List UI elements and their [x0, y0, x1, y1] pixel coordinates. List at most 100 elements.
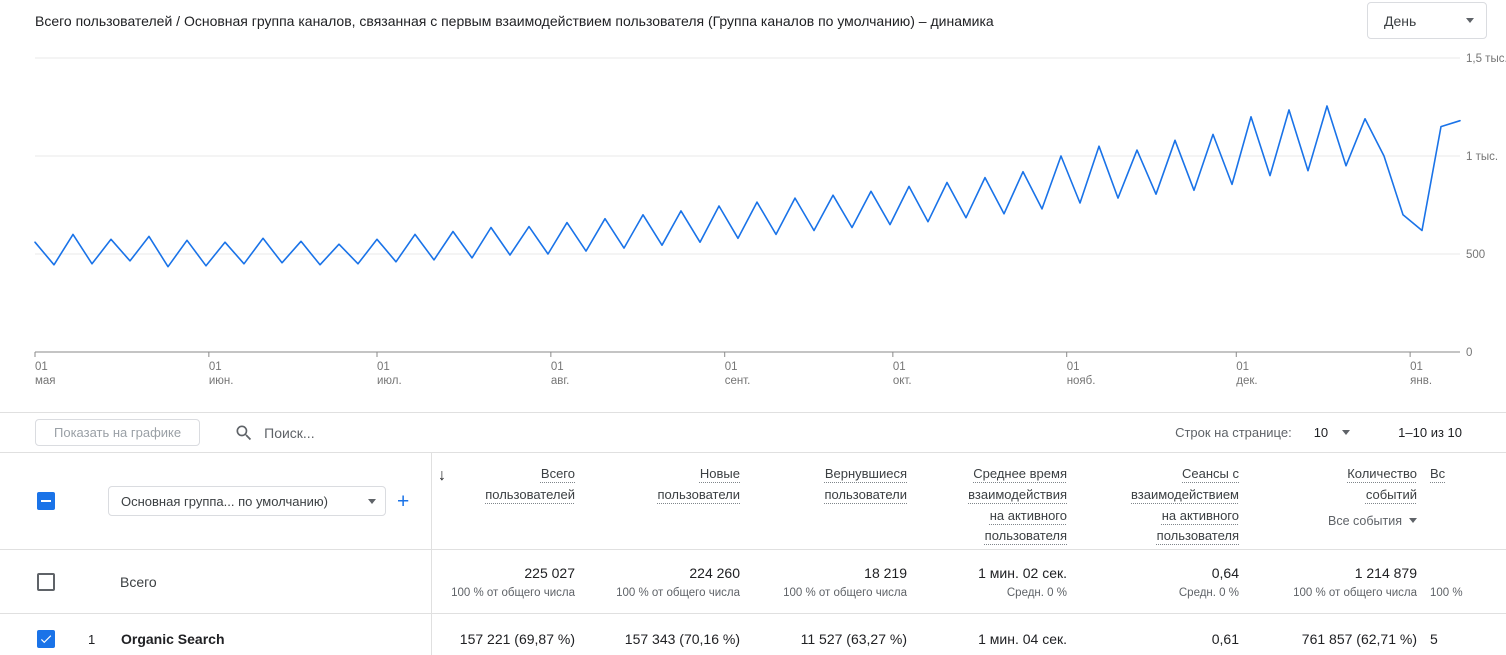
- column-header-label[interactable]: Новые пользователи: [657, 466, 740, 502]
- row-name-cell: 1 Organic Search: [0, 614, 432, 655]
- row-cell-5: 761 857 (62,71 %): [1247, 614, 1425, 655]
- x-tick-label: дек.: [1236, 375, 1257, 387]
- metric-column-header-4: Сеансы с взаимодействием на активного по…: [1075, 453, 1247, 549]
- totals-value: 18 219: [864, 564, 907, 581]
- totals-value: 1 214 879: [1354, 564, 1417, 581]
- totals-row: Всего 225 027 100 % от общего числа 224 26…: [0, 550, 1506, 614]
- y-tick-label: 500: [1466, 249, 1485, 261]
- chart-line: [34, 105, 1461, 268]
- totals-value: 224 260: [689, 564, 740, 581]
- x-tick-label: 01: [35, 361, 48, 373]
- totals-cell-3: 1 мин. 02 сек. Средн. 0 %: [915, 550, 1075, 613]
- partial-row-cell: 5: [1425, 614, 1506, 655]
- partial-row-value: 5: [1430, 631, 1438, 647]
- totals-label-cell: Всего: [0, 550, 432, 613]
- totals-cell-2: 18 219 100 % от общего числа: [748, 550, 915, 613]
- partial-totals-sub: 100 %: [1430, 586, 1463, 599]
- row-cell-value: 11 527 (63,27 %): [800, 631, 907, 647]
- totals-checkbox[interactable]: [37, 572, 55, 591]
- chevron-down-icon: [1466, 18, 1474, 23]
- add-dimension-button[interactable]: +: [397, 489, 410, 513]
- column-header-label[interactable]: Всего пользователей: [485, 466, 575, 502]
- row-cell-1: 157 343 (70,16 %): [583, 614, 748, 655]
- metric-column-header-1: Новые пользователи: [583, 453, 748, 549]
- x-tick-label: 01: [1067, 361, 1080, 373]
- column-header-label[interactable]: Вернувшиеся пользователи: [824, 466, 907, 502]
- totals-value: 1 мин. 02 сек.: [978, 564, 1067, 581]
- totals-label: Всего: [120, 573, 157, 590]
- rows-per-page-value: 10: [1313, 425, 1329, 440]
- totals-value: 225 027: [524, 564, 575, 581]
- dimension-header-cell: Основная группа... по умолчанию) +: [0, 453, 432, 549]
- granularity-select[interactable]: День: [1367, 2, 1487, 39]
- row-cell-4: 0,61: [1075, 614, 1247, 655]
- event-filter-dropdown[interactable]: Все события: [1328, 514, 1417, 528]
- chart-canvas: 1,5 тыс. 1 тыс. 500 0 01 мая 01 июн. 01 июл. 01 авг…: [34, 53, 1506, 387]
- row-checkbox-checked[interactable]: [37, 630, 55, 648]
- row-name: Organic Search: [121, 631, 225, 647]
- column-header-label[interactable]: Сеансы с взаимодействием на активного по…: [1131, 466, 1239, 544]
- totals-sub-value: Средн. 0 %: [1006, 586, 1067, 599]
- x-tick-label: 01: [1236, 361, 1249, 373]
- row-cell-value: 157 221 (69,87 %): [459, 631, 575, 647]
- dimension-dropdown-value: Основная группа... по умолчанию): [121, 493, 329, 509]
- dimension-dropdown[interactable]: Основная группа... по умолчанию): [108, 486, 386, 516]
- x-tick-label: июн.: [209, 375, 234, 387]
- row-cell-value: 0,61: [1211, 631, 1239, 647]
- partial-totals-cell: 100 %: [1425, 550, 1506, 613]
- sort-descending-icon[interactable]: ↓: [438, 467, 446, 484]
- metric-column-header-0: Всего пользователей: [432, 453, 583, 549]
- line-chart: 1,5 тыс. 1 тыс. 500 0 01 мая 01 июн. 01 июл. 01 авг…: [0, 45, 1506, 393]
- metric-headers: Всего пользователей Новые пользователи Вер…: [432, 453, 1425, 549]
- row-cell-3: 1 мин. 04 сек.: [915, 614, 1075, 655]
- column-header-partial[interactable]: Вс: [1430, 466, 1446, 481]
- x-tick-label: 01: [1410, 361, 1423, 373]
- granularity-value: День: [1384, 12, 1417, 29]
- page-title: Всего пользователей / Основная группа ка…: [35, 13, 994, 29]
- x-tick-label: 01: [377, 361, 390, 373]
- column-header-label[interactable]: Среднее время взаимодействия на активног…: [968, 466, 1067, 544]
- totals-value: 0,64: [1211, 564, 1239, 581]
- table-search[interactable]: [234, 423, 485, 443]
- rows-per-page-select[interactable]: 10: [1313, 425, 1351, 440]
- y-tick-label: 0: [1466, 347, 1472, 359]
- x-tick-label: 01: [893, 361, 906, 373]
- search-icon: [236, 425, 252, 440]
- row-cells: 157 221 (69,87 %) 157 343 (70,16 %) 11 527…: [432, 614, 1425, 655]
- totals-cell-0: 225 027 100 % от общего числа: [432, 550, 583, 613]
- chevron-down-icon: [368, 498, 376, 504]
- totals-sub-value: Средн. 0 %: [1178, 586, 1239, 599]
- totals-cell-5: 1 214 879 100 % от общего числа: [1247, 550, 1425, 613]
- x-tick-label: окт.: [893, 375, 912, 387]
- metric-column-header-3: Среднее время взаимодействия на активног…: [915, 453, 1075, 549]
- y-tick-label: 1,5 тыс.: [1466, 53, 1506, 65]
- x-tick-label: янв.: [1410, 375, 1432, 387]
- partial-column-header: Вс: [1425, 453, 1506, 549]
- report-header: Всего пользователей / Основная группа ка…: [0, 0, 1506, 45]
- row-cell-value: 157 343 (70,16 %): [624, 631, 740, 647]
- x-tick-label: нояб.: [1067, 375, 1096, 387]
- chevron-down-icon: [1342, 430, 1351, 435]
- x-tick-label: мая: [35, 375, 56, 387]
- x-tick-label: 01: [209, 361, 222, 373]
- x-tick-label: сент.: [725, 375, 751, 387]
- x-tick-label: июл.: [377, 375, 402, 387]
- select-all-checkbox[interactable]: [37, 492, 55, 510]
- totals-cell-1: 224 260 100 % от общего числа: [583, 550, 748, 613]
- row-cell-value: 1 мин. 04 сек.: [978, 631, 1067, 647]
- chevron-down-icon: [1409, 518, 1417, 524]
- x-tick-label: 01: [725, 361, 738, 373]
- column-header-label[interactable]: Количество событий: [1347, 466, 1417, 502]
- rows-per-page-label: Строк на странице:: [1175, 425, 1292, 440]
- show-on-chart-button[interactable]: Показать на графике: [35, 419, 201, 446]
- search-input[interactable]: [264, 424, 485, 441]
- x-tick-label: 01: [551, 361, 564, 373]
- totals-sub-value: 100 % от общего числа: [783, 586, 907, 599]
- pagination-controls: Строк на странице: 10 1–10 из 10: [1175, 425, 1462, 440]
- check-icon: [40, 635, 52, 644]
- row-index: 1: [88, 631, 96, 647]
- table-header-row: ↓ Основная группа... по умолчанию) + Все…: [0, 453, 1506, 550]
- totals-cell-4: 0,64 Средн. 0 %: [1075, 550, 1247, 613]
- metric-column-header-5: Количество событий Все события: [1247, 453, 1425, 549]
